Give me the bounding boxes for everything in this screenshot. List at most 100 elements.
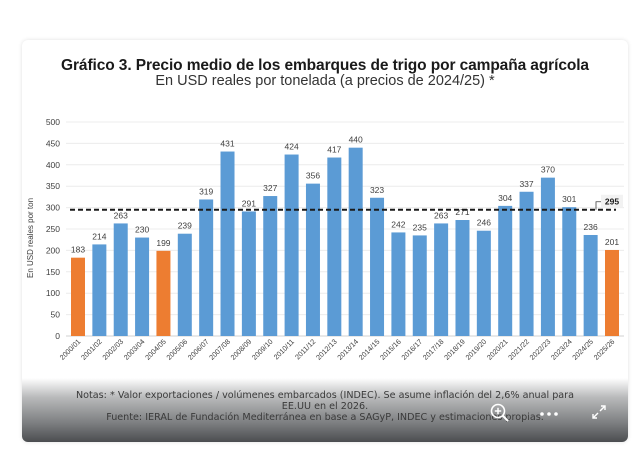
- value-label: 242: [391, 219, 405, 229]
- bar-2023-24: [562, 207, 577, 336]
- value-label: 239: [178, 221, 192, 231]
- zoom-in-icon: [490, 403, 509, 422]
- x-tick-label: 2001/02: [79, 337, 104, 362]
- bar-2018-19: [455, 220, 470, 336]
- bar-2002-03: [113, 223, 128, 336]
- value-label: 235: [413, 222, 427, 232]
- y-tick-label: 0: [55, 331, 60, 341]
- x-tick-label: 2004/05: [143, 337, 168, 362]
- x-tick-label: 2015/16: [378, 337, 403, 362]
- chart-title: Gráfico 3. Precio medio de los embarques…: [61, 57, 589, 74]
- value-label: 337: [519, 179, 533, 189]
- chart-notes: Notas: * Valor exportaciones / volúmenes…: [22, 390, 628, 423]
- value-label: 291: [242, 198, 256, 208]
- x-tick-label: 2002/03: [100, 337, 125, 362]
- x-tick-label: 2006/07: [186, 337, 211, 362]
- bar-2005-06: [177, 233, 192, 336]
- bar-2010-11: [284, 154, 299, 336]
- bar-2000-01: [71, 257, 85, 336]
- source-line: Fuente: IERAL de Fundación Mediterránea …: [106, 412, 544, 423]
- value-label: 304: [498, 193, 512, 203]
- y-tick-label: 500: [46, 117, 60, 127]
- bar-2007-08: [220, 151, 235, 336]
- x-tick-label: 2016/17: [399, 337, 424, 362]
- x-tick-label: 2021/22: [506, 337, 531, 362]
- x-tick-label: 2019/20: [464, 337, 489, 362]
- average-leader-line: [595, 201, 601, 210]
- x-tick-label: 2011/12: [293, 337, 317, 361]
- notes-line-2: EE.UU en el 2026.: [281, 401, 369, 412]
- y-tick-label: 350: [46, 181, 60, 191]
- bar-2013-14: [348, 147, 363, 336]
- bar-2008-09: [241, 211, 256, 336]
- x-tick-label: 2018/19: [442, 337, 467, 362]
- bar-2006-07: [199, 199, 214, 336]
- value-label: 230: [135, 225, 149, 235]
- value-labels: 183 214 263 230 199 239 319 431 291 327 424 356 417 4…: [71, 135, 619, 255]
- value-label: 246: [477, 218, 491, 228]
- value-label: 199: [156, 238, 170, 248]
- x-tick-label: 2000/01: [58, 337, 83, 362]
- x-tick-label: 2003/04: [122, 337, 147, 362]
- expand-button[interactable]: [590, 403, 608, 421]
- value-label: 271: [455, 207, 469, 217]
- value-label: 356: [306, 171, 320, 181]
- x-tick-label: 2020/21: [485, 337, 510, 362]
- bar-2016-17: [412, 235, 427, 336]
- x-tick-label: 2022/23: [528, 337, 553, 362]
- y-tick-labels: 0 50 100 150 200 250 300 350 400 450 500: [46, 117, 60, 341]
- y-tick-label: 400: [46, 160, 60, 170]
- x-tick-label: 2007/08: [207, 337, 232, 362]
- value-label: 236: [584, 222, 598, 232]
- x-tick-label: 2013/14: [335, 337, 360, 362]
- image-overlay-footer: Notas: * Valor exportaciones / volúmenes…: [22, 378, 628, 442]
- zoom-in-button[interactable]: [489, 402, 511, 424]
- value-label: 323: [370, 185, 384, 195]
- bar-2009-10: [263, 196, 278, 336]
- bar-2003-04: [135, 237, 150, 336]
- bar-2022-23: [540, 177, 555, 336]
- x-tick-label: 2008/09: [229, 337, 254, 362]
- expand-icon: [592, 405, 606, 419]
- x-tick-label: 2010/11: [272, 337, 296, 361]
- x-tick-label: 2025/26: [592, 337, 617, 362]
- value-label: 214: [92, 231, 106, 241]
- bar-2024-25: [583, 234, 598, 336]
- value-label: 183: [71, 245, 85, 255]
- bar-2019-20: [476, 230, 491, 336]
- chart-subtitle: En USD reales por tonelada (a precios de…: [155, 73, 495, 89]
- value-label: 301: [562, 194, 576, 204]
- notes-line-1: Notas: * Valor exportaciones / volúmenes…: [76, 390, 574, 401]
- value-label: 431: [220, 139, 234, 149]
- x-tick-label: 2024/25: [570, 337, 595, 362]
- more-options-icon: [540, 412, 558, 416]
- y-tick-label: 100: [46, 288, 60, 298]
- chart-card: Gráfico 3. Precio medio de los embarques…: [22, 40, 628, 442]
- y-axis-label: En USD reales por ton: [26, 198, 35, 278]
- y-tick-label: 300: [46, 203, 60, 213]
- value-label: 201: [605, 237, 619, 247]
- x-tick-label: 2012/13: [314, 337, 339, 362]
- more-options-button[interactable]: [537, 405, 561, 417]
- value-label: 263: [114, 210, 128, 220]
- bar-2014-15: [370, 197, 385, 336]
- x-tick-label: 2017/18: [421, 337, 446, 362]
- value-label: 370: [541, 165, 555, 175]
- y-tick-label: 250: [46, 224, 60, 234]
- bar-2021-22: [519, 191, 534, 336]
- value-label: 263: [434, 210, 448, 220]
- y-tick-label: 450: [46, 138, 60, 148]
- bar-2001-02: [92, 244, 107, 336]
- bar-2017-18: [434, 223, 449, 336]
- x-tick-labels: 2000/012001/022002/032003/042004/052005/…: [58, 337, 617, 362]
- y-tick-label: 50: [51, 310, 61, 320]
- grid-lines: [66, 121, 624, 337]
- x-tick-label: 2009/10: [250, 337, 275, 362]
- bar-2015-16: [391, 232, 406, 336]
- value-label: 440: [349, 135, 363, 145]
- x-tick-label: 2014/15: [357, 337, 382, 362]
- bar-2011-12: [305, 183, 320, 336]
- value-label: 319: [199, 186, 213, 196]
- x-tick-label: 2023/24: [549, 337, 574, 362]
- average-label: 295: [605, 197, 619, 207]
